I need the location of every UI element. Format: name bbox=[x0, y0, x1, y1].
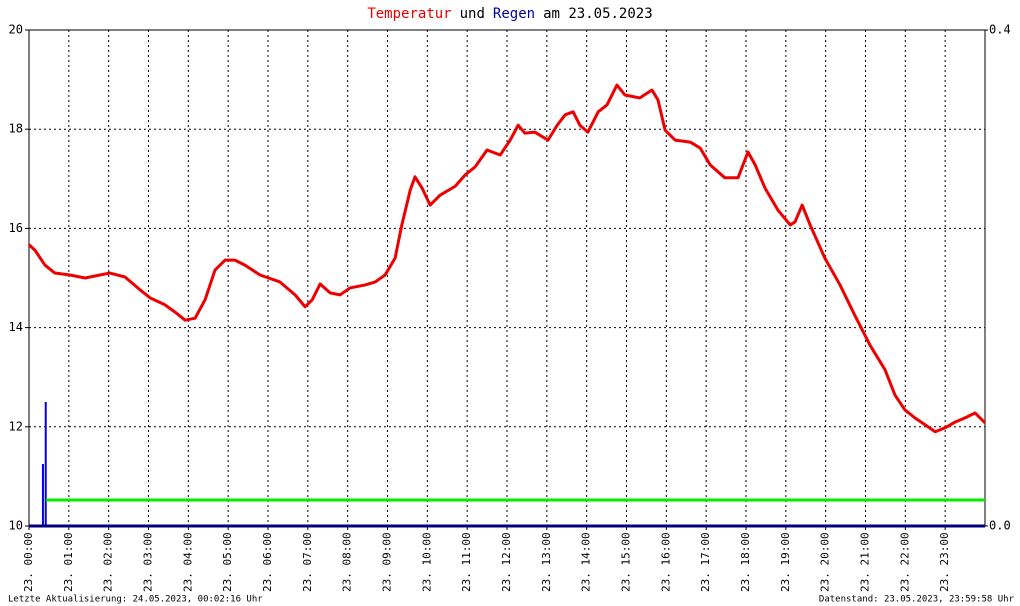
x-tick-label: 23. 00:00 bbox=[22, 532, 35, 592]
x-tick-label: 23. 01:00 bbox=[62, 532, 75, 592]
x-tick-label: 23. 07:00 bbox=[301, 532, 314, 592]
y-tick-label: 12 bbox=[9, 419, 23, 433]
y2-tick-label: 0.4 bbox=[989, 23, 1011, 37]
x-tick-label: 23. 16:00 bbox=[659, 532, 672, 592]
x-tick-label: 23. 19:00 bbox=[779, 532, 792, 592]
x-tick-label: 23. 22:00 bbox=[898, 532, 911, 592]
title-part: Temperatur bbox=[367, 6, 451, 22]
x-tick-label: 23. 14:00 bbox=[580, 532, 593, 592]
x-tick-label: 23. 13:00 bbox=[540, 532, 553, 592]
chart-title: Temperatur und Regen am 23.05.2023 bbox=[367, 6, 652, 22]
x-tick-label: 23. 04:00 bbox=[181, 532, 194, 592]
y2-tick-label: 0.0 bbox=[989, 519, 1011, 533]
x-tick-label: 23. 09:00 bbox=[381, 532, 394, 592]
footer-right: Datenstand: 23.05.2023, 23:59:58 Uhr bbox=[819, 595, 1015, 605]
x-tick-label: 23. 03:00 bbox=[142, 532, 155, 592]
y-tick-label: 14 bbox=[9, 320, 23, 334]
title-part: Regen bbox=[493, 6, 535, 22]
title-part: am 23.05.2023 bbox=[543, 6, 653, 22]
x-tick-label: 23. 15:00 bbox=[620, 532, 633, 592]
x-tick-label: 23. 21:00 bbox=[859, 532, 872, 592]
x-tick-label: 23. 10:00 bbox=[420, 532, 433, 592]
x-tick-label: 23. 17:00 bbox=[699, 532, 712, 592]
title-part: und bbox=[460, 6, 485, 22]
y-tick-label: 16 bbox=[9, 221, 23, 235]
x-tick-label: 23. 02:00 bbox=[102, 532, 115, 592]
bar bbox=[41, 464, 44, 526]
bar bbox=[44, 402, 47, 526]
y-tick-label: 18 bbox=[9, 122, 23, 136]
x-tick-label: 23. 23:00 bbox=[938, 532, 951, 592]
x-tick-label: 23. 08:00 bbox=[341, 532, 354, 592]
x-tick-label: 23. 05:00 bbox=[221, 532, 234, 592]
x-tick-label: 23. 11:00 bbox=[460, 532, 473, 592]
x-tick-label: 23. 20:00 bbox=[819, 532, 832, 592]
x-tick-label: 23. 18:00 bbox=[739, 532, 752, 592]
x-tick-label: 23. 12:00 bbox=[500, 532, 513, 592]
footer-left: Letzte Aktualisierung: 24.05.2023, 00:02… bbox=[8, 595, 263, 605]
x-tick-label: 23. 06:00 bbox=[261, 532, 274, 592]
line bbox=[27, 83, 987, 434]
y-tick-label: 20 bbox=[9, 23, 23, 37]
y-tick-label: 10 bbox=[9, 519, 23, 533]
